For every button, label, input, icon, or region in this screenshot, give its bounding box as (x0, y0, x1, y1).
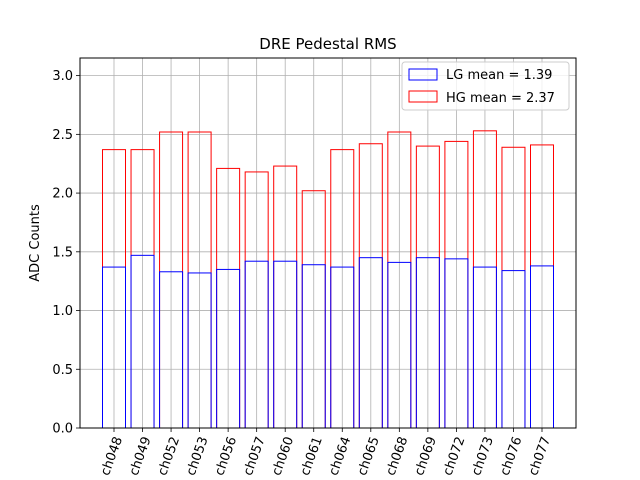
chart-title: DRE Pedestal RMS (259, 35, 396, 53)
legend-swatch-lg (408, 68, 438, 81)
y-tick-label: 1.0 (52, 304, 73, 319)
plot-frame (79, 57, 577, 429)
y-tick-label: 3.0 (52, 69, 73, 84)
legend-label-hg: HG mean = 2.37 (446, 91, 555, 106)
y-tick-label: 0.0 (52, 422, 73, 437)
y-tick-label: 2.0 (52, 187, 73, 202)
y-tick-label: 0.5 (52, 363, 73, 378)
legend-box (401, 61, 570, 111)
legend: LG mean = 1.39 HG mean = 2.37 (401, 61, 570, 111)
legend-swatch-hg (408, 90, 438, 103)
y-axis: 0.0 0.5 1.0 1.5 2.0 2.5 3.0 (52, 69, 80, 437)
y-tick-label: 2.5 (52, 128, 73, 143)
y-tick-label: 1.5 (52, 245, 73, 260)
y-axis-label: ADC Counts (28, 204, 43, 282)
legend-label-lg: LG mean = 1.39 (446, 68, 552, 83)
grid (80, 58, 576, 429)
